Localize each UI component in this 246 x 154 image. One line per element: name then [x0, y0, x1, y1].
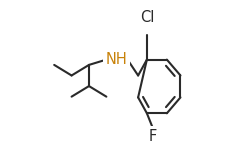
Text: NH: NH: [105, 52, 127, 67]
Text: F: F: [149, 129, 157, 144]
Text: Cl: Cl: [140, 10, 154, 25]
